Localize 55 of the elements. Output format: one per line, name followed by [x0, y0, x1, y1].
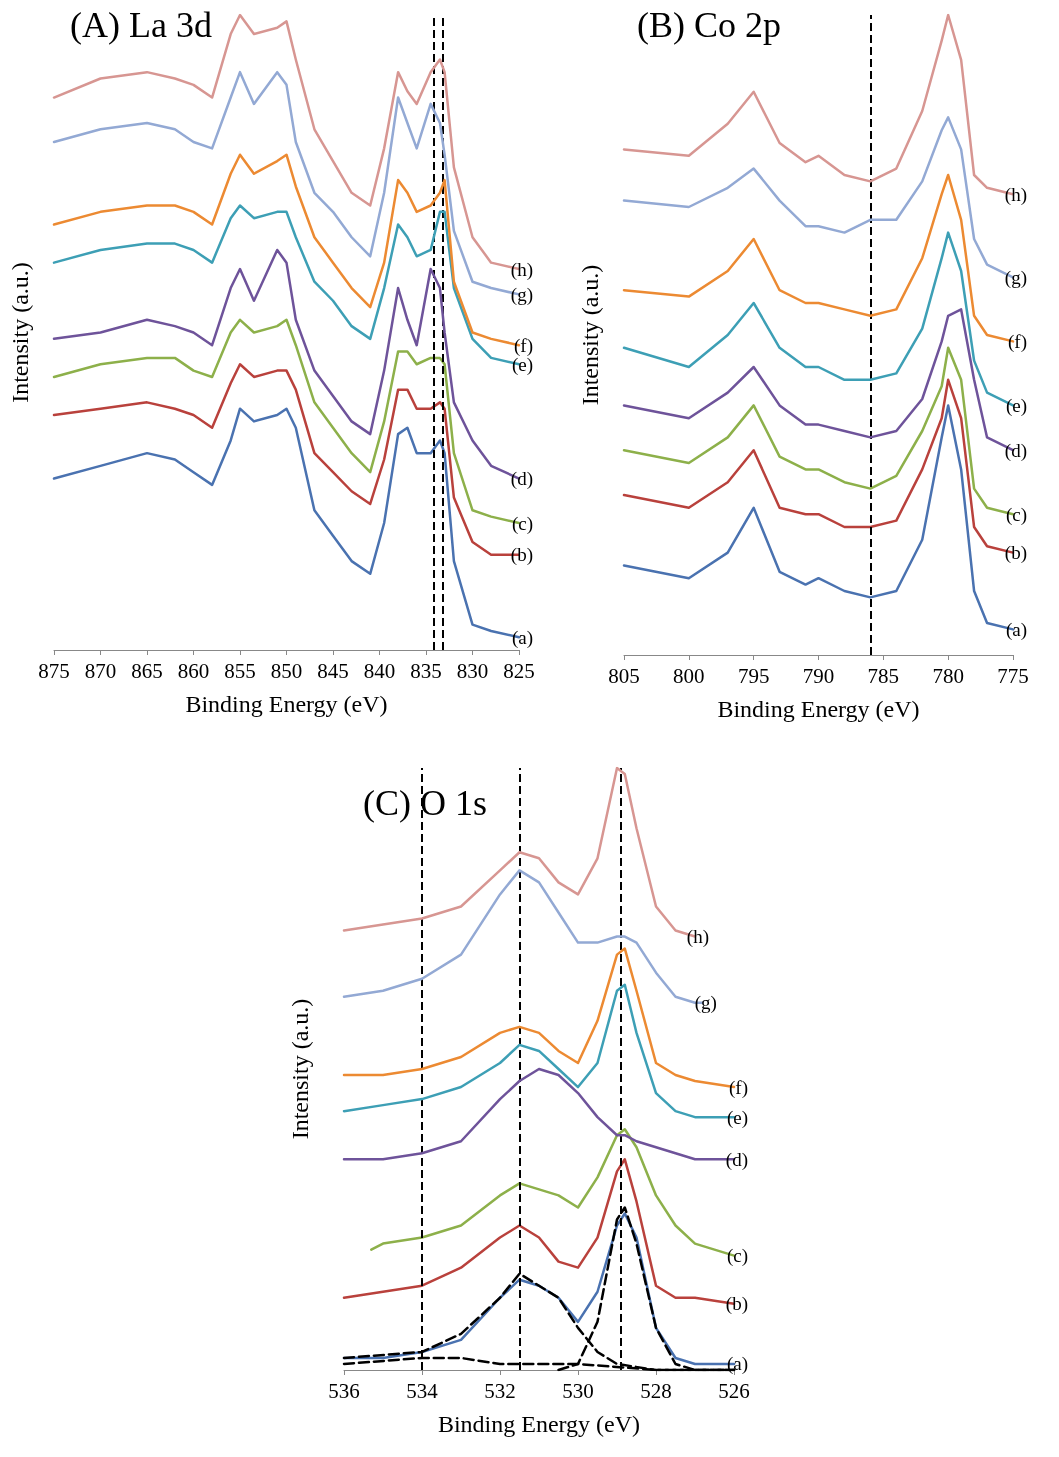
x-tick-label: 845	[317, 658, 349, 683]
series-label: (a)	[511, 626, 533, 649]
x-tick-label: 790	[802, 663, 835, 688]
series-label: (a)	[726, 1353, 748, 1376]
y-axis-title: Intensity (a.u.)	[7, 262, 33, 403]
x-tick-label: 870	[84, 658, 117, 683]
series-label: (c)	[511, 512, 533, 535]
chart-title: (C) O 1s	[363, 783, 487, 823]
series-label: (c)	[726, 1245, 748, 1268]
x-axis-title: Binding Energy (eV)	[717, 696, 920, 722]
x-tick-label: 536	[328, 1378, 360, 1403]
x-tick-label: 780	[932, 663, 964, 688]
series-label: (f)	[729, 1076, 748, 1099]
series-label: (g)	[510, 283, 533, 306]
x-tick-label: 534	[406, 1378, 439, 1403]
series-label: (f)	[1008, 330, 1027, 353]
series-label: (d)	[510, 468, 533, 491]
series-label: (h)	[1004, 183, 1027, 206]
x-tick-label: 840	[363, 658, 396, 683]
x-tick-label: 526	[718, 1378, 750, 1403]
x-tick-label: 528	[640, 1378, 672, 1403]
chart-title: (A) La 3d	[70, 5, 212, 45]
series-label: (a)	[1005, 618, 1027, 641]
x-tick-label: 530	[562, 1378, 594, 1403]
y-axis-title: Intensity (a.u.)	[577, 264, 603, 406]
x-tick-label: 830	[456, 658, 489, 683]
series-label: (e)	[1005, 394, 1027, 417]
x-tick-label: 795	[737, 663, 770, 688]
x-tick-label: 875	[38, 658, 70, 683]
x-tick-label: 850	[270, 658, 303, 683]
x-tick-label: 865	[131, 658, 163, 683]
series-label: (b)	[725, 1293, 748, 1316]
x-tick-label: 785	[867, 663, 900, 688]
series-label: (d)	[1004, 439, 1027, 462]
series-label: (h)	[686, 926, 709, 949]
x-tick-label: 800	[673, 663, 705, 688]
x-tick-label: 825	[503, 658, 535, 683]
series-label: (b)	[510, 544, 533, 567]
series-label: (g)	[694, 992, 717, 1015]
x-tick-label: 805	[608, 663, 640, 688]
x-tick-label: 532	[484, 1378, 516, 1403]
x-axis-title: Binding Energy (eV)	[437, 1411, 641, 1437]
series-label: (b)	[1004, 542, 1027, 565]
series-label: (g)	[1004, 266, 1027, 289]
x-tick-label: 775	[997, 663, 1029, 688]
series-label: (h)	[510, 258, 533, 281]
x-axis-title: Binding Energy (eV)	[185, 691, 388, 717]
series-label: (c)	[1005, 503, 1027, 526]
series-label: (e)	[726, 1106, 748, 1129]
x-tick-label: 835	[410, 658, 442, 683]
y-axis-title: Intensity (a.u.)	[287, 998, 313, 1140]
chart-title: (B) Co 2p	[637, 5, 781, 45]
series-label: (d)	[725, 1148, 748, 1171]
x-tick-label: 860	[177, 658, 210, 683]
x-tick-label: 855	[224, 658, 256, 683]
